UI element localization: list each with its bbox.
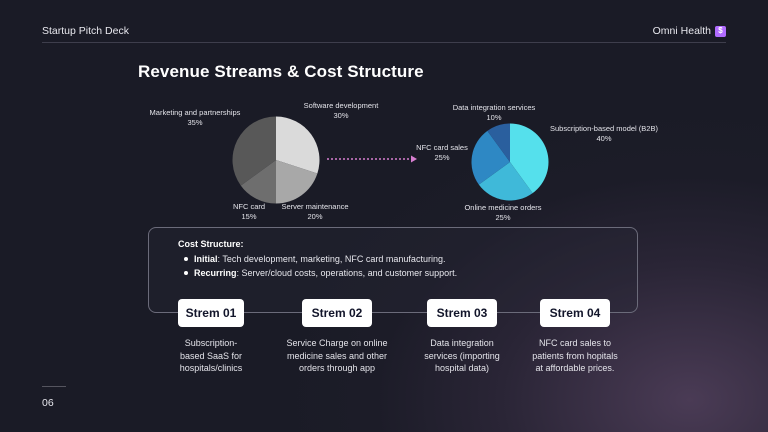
desc-line: orders through app: [298, 363, 376, 373]
stream-02-description: Service Charge on online medicine sales …: [272, 337, 402, 375]
cost-label-server: Server maintenance 20%: [273, 202, 357, 222]
slice-pct: 20%: [307, 212, 323, 221]
deck-title: Startup Pitch Deck: [42, 25, 129, 37]
stream-03-description: Data integration services (importing hos…: [408, 337, 516, 375]
rev-label-online: Online medicine orders 25%: [456, 203, 550, 223]
slice-pct: 15%: [241, 212, 257, 221]
slice-pct: 25%: [495, 213, 511, 222]
brand-name: Omni Health: [652, 25, 711, 37]
footer-divider: [42, 386, 66, 387]
slice-label: NFC card: [232, 202, 266, 211]
desc-line: patients from hopitals: [532, 350, 618, 361]
stream-03-button[interactable]: Strem 03: [427, 299, 497, 327]
slice-label: Server maintenance: [281, 202, 349, 211]
desc-line: medicine sales and other: [286, 350, 388, 361]
slice-pct: 10%: [486, 113, 502, 122]
list-item: Recurring: Server/cloud costs, operation…: [184, 266, 457, 280]
desc-line: Service Charge on online: [286, 338, 388, 348]
pie-slice-1: [478, 162, 533, 201]
stream-04-description: NFC card sales to patients from hopitals…: [518, 337, 632, 375]
item-text: : Server/cloud costs, operations, and cu…: [236, 268, 458, 278]
stream-02-button[interactable]: Strem 02: [302, 299, 372, 327]
cost-structure-list: Initial: Tech development, marketing, NF…: [184, 252, 457, 280]
pie-slice-1: [276, 160, 318, 204]
pie-slice-2: [240, 160, 276, 204]
slide-title: Revenue Streams & Cost Structure: [138, 62, 424, 81]
page-number: 06: [42, 397, 54, 409]
slice-label: NFC card sales: [416, 143, 468, 152]
desc-line: hospitals/clinics: [179, 363, 243, 373]
slice-pct: 25%: [434, 153, 450, 162]
rev-label-nfc: NFC card sales 25%: [410, 143, 474, 163]
cost-structure-box: [148, 227, 638, 313]
slice-label: Software development: [303, 101, 379, 110]
cost-pie-chart: [232, 116, 320, 204]
pie-slice-0: [276, 116, 320, 174]
stream-01-button[interactable]: Strem 01: [178, 299, 244, 327]
desc-line: Data integration: [430, 338, 494, 348]
slice-label: Subscription-based model (B2B): [550, 124, 658, 133]
stream-04-button[interactable]: Strem 04: [540, 299, 610, 327]
desc-line: NFC card sales to: [538, 338, 612, 348]
cost-structure-title: Cost Structure:: [178, 239, 244, 249]
dotted-arrow-icon: [327, 155, 417, 163]
pie-slice-3: [487, 123, 510, 162]
cost-label-nfc: NFC card 15%: [228, 202, 270, 222]
stream-01-description: Subscription- based SaaS for hospitals/c…: [158, 337, 264, 375]
brand: Omni Health $: [653, 25, 726, 37]
rev-label-data: Data integration services 10%: [446, 103, 542, 123]
cost-label-software: Software development 30%: [296, 101, 386, 121]
slide-header: Startup Pitch Deck Omni Health $: [42, 20, 726, 42]
dollar-icon: $: [715, 25, 726, 37]
rev-label-subscription: Subscription-based model (B2B) 40%: [540, 124, 668, 144]
cost-label-marketing: Marketing and partnerships 35%: [144, 108, 246, 128]
slice-pct: 40%: [596, 134, 612, 143]
pie-slice-2: [471, 130, 510, 185]
desc-line: based SaaS for: [179, 350, 243, 361]
item-text: : Tech development, marketing, NFC card …: [217, 254, 446, 264]
slice-pct: 35%: [187, 118, 203, 127]
revenue-pie-chart: [471, 123, 549, 201]
item-bold: Recurring: [194, 268, 237, 278]
pie-slice-3: [232, 116, 276, 186]
desc-line: Subscription-: [184, 338, 238, 348]
list-item: Initial: Tech development, marketing, NF…: [184, 252, 457, 266]
slice-label: Data integration services: [452, 103, 536, 112]
header-divider: [42, 42, 726, 43]
pie-slice-0: [510, 123, 549, 194]
slice-pct: 30%: [333, 111, 349, 120]
slice-label: Online medicine orders: [464, 203, 542, 212]
desc-line: services (importing: [424, 350, 500, 361]
item-bold: Initial: [194, 254, 218, 264]
desc-line: hospital data): [434, 363, 490, 373]
slice-label: Marketing and partnerships: [149, 108, 241, 117]
desc-line: at affordable prices.: [535, 363, 615, 373]
